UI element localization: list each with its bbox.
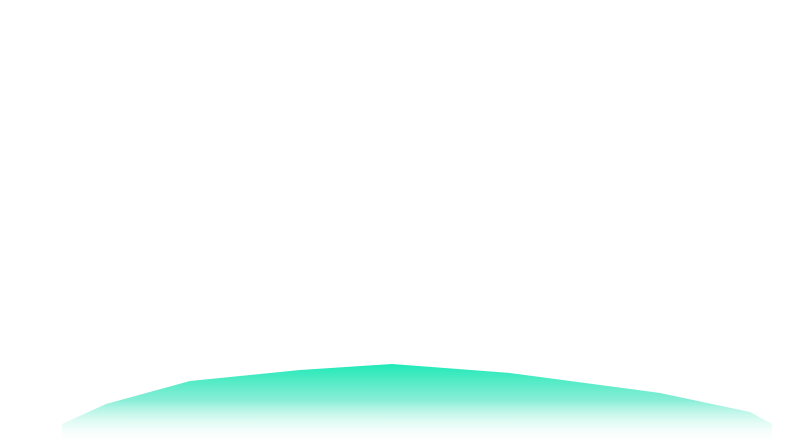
mound-shape (62, 364, 772, 444)
